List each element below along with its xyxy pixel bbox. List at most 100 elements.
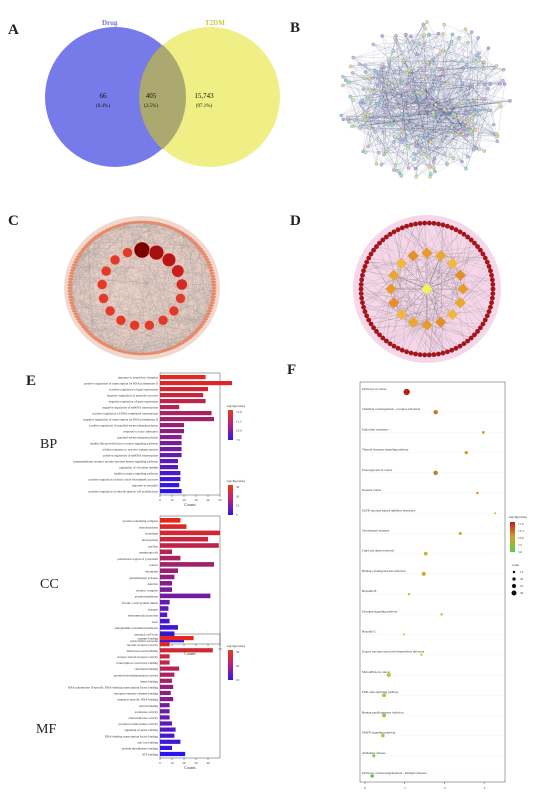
panel-label-e: E	[26, 373, 37, 389]
venn-overlap-count: 405	[146, 92, 157, 100]
network-node	[482, 82, 487, 87]
outer-node	[206, 263, 213, 267]
kegg-x-tick: .3	[483, 786, 486, 790]
cc-term-label: endoplasmic reticulum membrane	[115, 626, 159, 630]
kegg-pathway-label: Proteoglycans in cancer	[362, 468, 393, 472]
network-node	[486, 46, 491, 50]
cc-legend-tick: 5	[236, 513, 238, 517]
network-node	[393, 164, 398, 168]
bp-term-label: negative regulation of apoptotic process	[107, 394, 159, 398]
outer-node	[358, 291, 364, 297]
outer-node	[490, 281, 496, 287]
kegg-bubble-chart: Pathways in cancer Chemical carcinogenesi…	[359, 381, 527, 790]
network-node	[432, 156, 437, 161]
mf-bar	[160, 690, 171, 696]
hub-node	[122, 247, 133, 258]
outer-node	[89, 238, 95, 242]
network-node	[431, 160, 436, 164]
kegg-pathway-label: Hepatitis C	[362, 630, 376, 634]
mf-bar	[160, 715, 170, 720]
cc-bar	[160, 543, 219, 548]
cc-legend-tick: 30	[236, 485, 240, 489]
bp-bar-chart: response to xenobiotic stimulus positive …	[73, 372, 245, 507]
network-node	[482, 67, 487, 71]
mf-legend-tick: 20	[236, 664, 240, 668]
outer-node	[368, 321, 374, 327]
network-node	[482, 149, 487, 153]
hub-node	[171, 264, 185, 278]
network-node	[412, 157, 416, 162]
mf-bar	[160, 703, 170, 708]
mf-term-label: enzyme binding	[138, 637, 159, 641]
bp-x-tick: 40	[206, 498, 210, 502]
outer-node	[189, 334, 195, 338]
network-node	[387, 59, 391, 64]
network-node	[501, 67, 506, 72]
outer-node	[486, 309, 492, 314]
outer-node	[210, 277, 216, 281]
outer-node	[477, 325, 483, 331]
bp-term-label: positive regulation of DNA-templated tra…	[92, 412, 158, 416]
cc-bar	[160, 587, 172, 592]
network-node	[387, 115, 392, 120]
kegg-legend-tick: 10.6	[518, 536, 524, 540]
hub-node	[133, 241, 151, 259]
network-node	[366, 144, 370, 149]
network-node	[398, 171, 402, 175]
network-node	[351, 55, 355, 60]
outer-node	[79, 250, 85, 254]
network-node	[400, 129, 404, 133]
mf-term-label: aromatase activity	[135, 710, 159, 714]
network-node	[399, 112, 404, 116]
outer-node	[360, 300, 365, 306]
outer-node	[374, 244, 379, 249]
network-node	[368, 104, 372, 108]
network-node	[374, 162, 379, 166]
outer-node	[440, 350, 446, 356]
bp-bar	[160, 399, 206, 404]
network-node	[508, 99, 512, 103]
network-node	[362, 76, 366, 80]
cc-term-label: membrane raft	[139, 551, 158, 555]
outer-node	[75, 255, 82, 259]
outer-node	[202, 255, 209, 259]
hub-node	[157, 315, 169, 326]
network-node	[451, 156, 455, 161]
outer-node	[193, 243, 199, 246]
network-node	[461, 66, 466, 71]
network-node	[436, 31, 441, 36]
mf-x-tick: 20	[182, 761, 186, 765]
network-node	[441, 48, 445, 53]
kegg-bubble	[421, 571, 426, 576]
network-node	[410, 93, 415, 97]
network-node	[425, 60, 430, 65]
network-node	[423, 136, 428, 141]
network-node	[431, 86, 436, 90]
kegg-pathway-label: Kaposi sarcoma-associated herpesvirus in…	[362, 650, 425, 654]
network-node	[341, 75, 345, 79]
outer-node	[488, 304, 493, 310]
kegg-pathway-label: Estrogen signaling pathway	[362, 609, 398, 613]
network-node	[471, 126, 475, 130]
outer-node	[69, 269, 76, 272]
network-node	[404, 92, 408, 97]
outer-node	[68, 274, 74, 278]
kegg-size-legend-tick: 25	[520, 584, 524, 588]
network-node	[421, 22, 425, 27]
network-node	[373, 130, 377, 134]
network-node	[492, 122, 496, 127]
kegg-size-legend-dot	[511, 583, 517, 589]
bp-x-tick: 10	[170, 498, 174, 502]
mf-bar	[160, 684, 174, 689]
outer-node	[208, 269, 215, 272]
cc-term-label: perinuclear region of cytoplasm	[117, 557, 158, 561]
bp-term-label: positive regulation of nitric oxide bios…	[89, 478, 159, 482]
kegg-bubble	[403, 388, 410, 396]
network-node	[407, 83, 411, 88]
mf-term-label: protein phosphatase binding	[122, 747, 158, 751]
network-node	[400, 140, 404, 144]
bp-color-legend	[228, 410, 233, 440]
kegg-bubble	[370, 774, 374, 778]
outer-node	[206, 309, 213, 313]
network-node	[497, 100, 502, 105]
